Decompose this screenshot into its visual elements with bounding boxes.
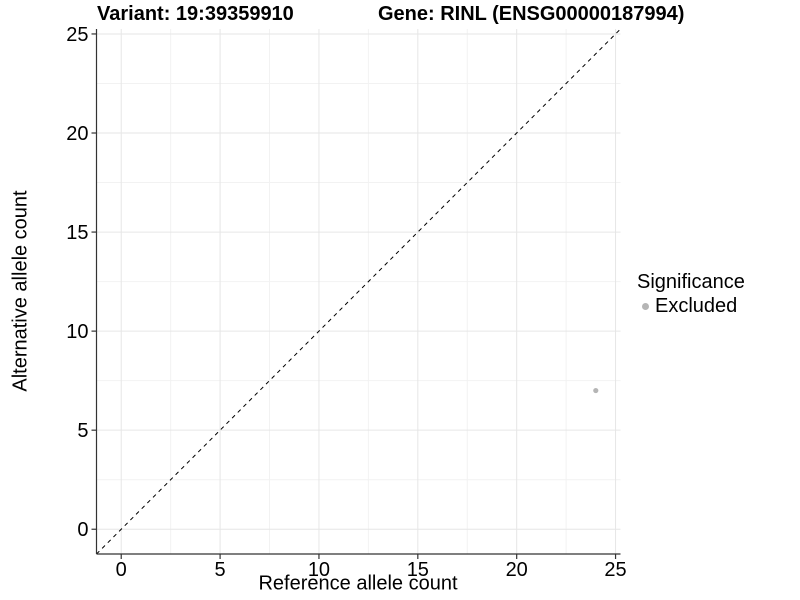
x-tick-label: 10 <box>308 559 330 581</box>
legend: Significance Excluded <box>637 271 745 317</box>
x-tick-label: 20 <box>506 559 528 581</box>
legend-item-excluded: Excluded <box>637 295 745 317</box>
x-tick-label: 15 <box>407 559 429 581</box>
identity-line <box>96 28 621 555</box>
y-tick-label: 0 <box>77 519 88 541</box>
plot-title-gene: Gene: RINL (ENSG00000187994) <box>378 3 685 25</box>
plot-title-variant: Variant: 19:39359910 <box>97 3 294 25</box>
legend-point-icon <box>641 302 649 310</box>
y-tick-label: 10 <box>66 321 88 343</box>
legend-item-label: Excluded <box>655 295 738 317</box>
y-tick-label: 5 <box>77 420 88 442</box>
legend-title: Significance <box>637 271 745 293</box>
x-tick-label: 0 <box>116 559 127 581</box>
x-tick-label: 5 <box>215 559 226 581</box>
y-tick-label: 20 <box>66 123 88 145</box>
data-point <box>593 387 599 394</box>
legend-key <box>637 302 653 310</box>
y-axis-title: Alternative allele count <box>9 190 32 392</box>
y-tick-label: 25 <box>66 24 88 46</box>
x-tick-label: 25 <box>604 559 626 581</box>
y-tick-label: 15 <box>66 222 88 244</box>
x-axis-title: Reference allele count <box>258 572 458 595</box>
